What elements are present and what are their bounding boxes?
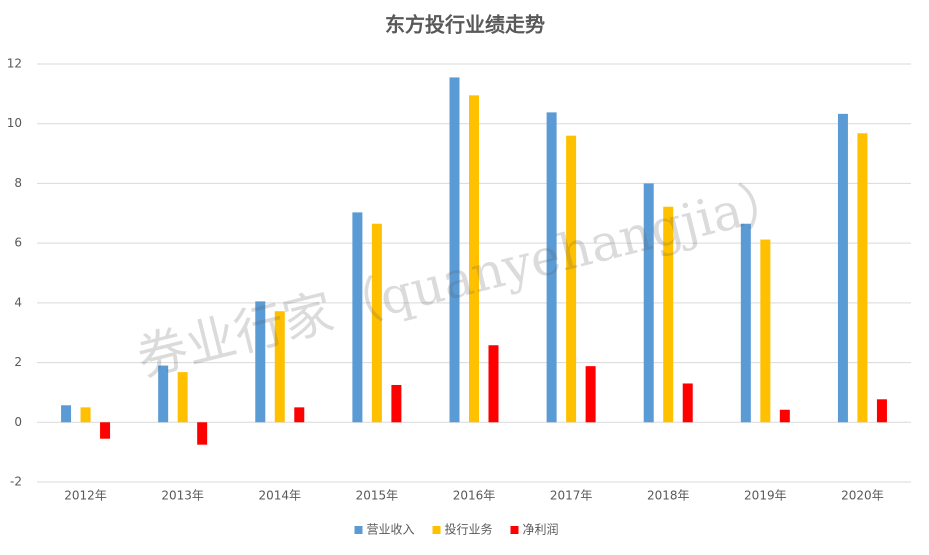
- bar: [449, 77, 460, 423]
- bar: [177, 372, 188, 423]
- legend-swatch: [510, 526, 519, 534]
- y-tick-label: -2: [10, 475, 22, 489]
- bar: [857, 133, 868, 423]
- legend-label: 营业收入: [367, 523, 415, 537]
- bar: [391, 384, 402, 423]
- bar: [740, 223, 751, 423]
- bar: [100, 422, 111, 439]
- watermark: 券业行家（quanyehangjia）: [131, 169, 797, 388]
- legend-label: 投行业务: [445, 522, 493, 537]
- bar: [585, 366, 596, 423]
- bar: [837, 113, 848, 423]
- x-tick-label: 2014年: [259, 489, 302, 503]
- y-tick-label: 2: [14, 355, 22, 369]
- x-tick-label: 2019年: [744, 489, 787, 503]
- x-tick-label: 2017年: [550, 489, 593, 503]
- bar: [760, 239, 771, 423]
- bar: [546, 112, 557, 423]
- bar: [274, 311, 285, 423]
- bar: [197, 422, 208, 445]
- bar: [488, 345, 499, 423]
- bar: [682, 383, 693, 423]
- bar: [158, 365, 169, 423]
- bar: [61, 405, 72, 423]
- y-tick-label: 12: [7, 57, 22, 71]
- bar: [371, 223, 382, 423]
- legend-label: 净利润: [523, 523, 559, 537]
- bar: [352, 212, 363, 423]
- chart-title: 东方投行业绩走势: [385, 13, 545, 37]
- y-tick-label: 0: [14, 415, 22, 429]
- x-tick-label: 2018年: [647, 489, 690, 503]
- y-tick-label: 10: [7, 116, 22, 130]
- bar: [876, 399, 887, 423]
- legend-swatch: [354, 526, 363, 534]
- bar: [643, 183, 654, 423]
- x-tick-label: 2012年: [64, 489, 107, 503]
- bar: [663, 206, 674, 423]
- bar: [779, 409, 790, 423]
- y-tick-label: 6: [14, 236, 22, 250]
- x-tick-label: 2013年: [161, 489, 204, 503]
- y-tick-label: 8: [14, 176, 22, 190]
- bar: [80, 407, 91, 423]
- bar: [294, 407, 305, 423]
- bar: [469, 95, 479, 423]
- bar: [566, 135, 577, 423]
- legend-swatch: [432, 526, 441, 534]
- bar: [255, 301, 266, 423]
- x-tick-label: 2015年: [356, 489, 399, 503]
- x-tick-label: 2016年: [453, 489, 496, 503]
- y-tick-label: 4: [14, 295, 22, 309]
- x-tick-label: 2020年: [841, 489, 884, 503]
